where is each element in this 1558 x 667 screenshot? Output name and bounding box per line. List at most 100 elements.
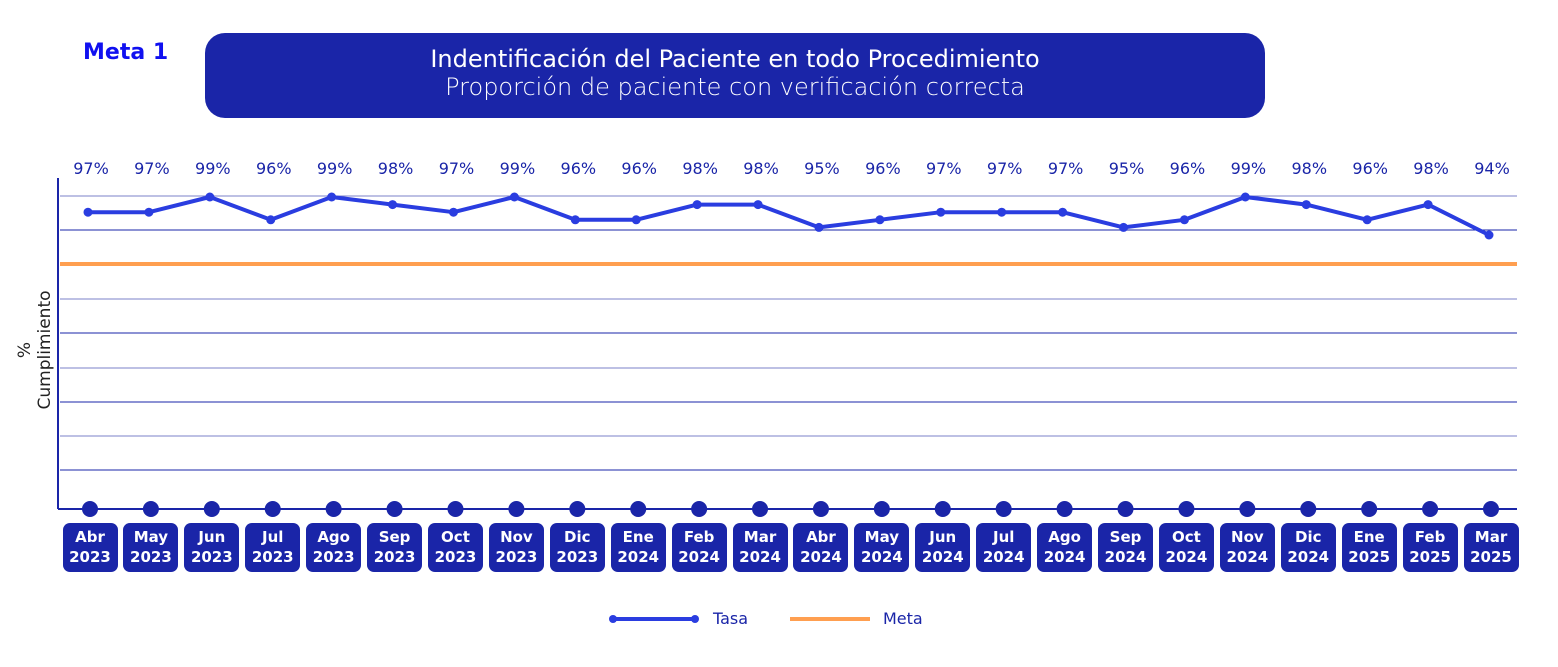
data-label: 97% [987, 159, 1023, 178]
x-tick-label: Sep 2024 [1098, 523, 1154, 572]
x-tick-year: 2024 [678, 548, 720, 566]
tasa-point [509, 192, 519, 202]
x-tick-marker [934, 501, 951, 517]
data-label: 98% [743, 159, 779, 178]
tasa-point [1179, 215, 1189, 225]
x-tick-label: Feb 2024 [671, 523, 727, 572]
x-tick-label: Abr 2023 [62, 523, 118, 572]
x-tick-year: 2025 [1348, 548, 1391, 566]
data-label: 95% [1109, 159, 1145, 178]
x-tick-year: 2024 [982, 548, 1025, 566]
x-tick-year: 2024 [1043, 548, 1086, 566]
data-label: 99% [317, 159, 353, 178]
data-label: 97% [73, 159, 109, 178]
x-tick-month: Jul [992, 528, 1015, 546]
x-tick-year: 2023 [495, 548, 538, 566]
x-tick-month: May [133, 528, 169, 546]
x-tick-marker [264, 501, 281, 517]
x-tick-marker [1300, 501, 1317, 517]
x-tick-label: Ago 2024 [1037, 523, 1093, 572]
legend-tasa[interactable]: Tasa [713, 609, 749, 628]
x-tick-month: Feb [1414, 528, 1446, 546]
data-label: 95% [804, 159, 840, 178]
x-tick-marker [1361, 501, 1378, 517]
x-tick-year: 2024 [1226, 548, 1269, 566]
data-label: 99% [500, 159, 536, 178]
x-tick-year: 2024 [1287, 548, 1330, 566]
tasa-point [448, 207, 458, 217]
tasa-point [1362, 215, 1372, 225]
data-label: 96% [621, 159, 657, 178]
x-tick-month: Mar [1474, 528, 1508, 546]
tasa-point [205, 192, 215, 202]
x-tick-label: Dic 2023 [549, 523, 605, 572]
x-tick-marker [812, 501, 829, 517]
x-tick-label: Mar 2024 [732, 523, 788, 572]
x-tick-month: Abr [75, 528, 105, 546]
data-label: 94% [1474, 159, 1510, 178]
x-tick-marker [995, 501, 1012, 517]
x-tick-label: May 2023 [123, 523, 179, 572]
tasa-point [692, 200, 702, 210]
x-tick-label: Feb 2025 [1402, 523, 1458, 572]
x-tick-label: Dic 2024 [1280, 523, 1336, 572]
x-tick-label: Sep 2023 [367, 523, 423, 572]
x-tick-year: 2023 [251, 548, 294, 566]
x-tick-marker [873, 501, 890, 517]
x-tick-year: 2024 [860, 548, 903, 566]
tasa-point [936, 207, 946, 217]
tasa-point [1240, 192, 1250, 202]
x-tick-label: Jun 2024 [915, 523, 971, 572]
tasa-point [388, 200, 398, 210]
x-tick-month: Ene [622, 528, 654, 546]
x-tick-label: Nov 2024 [1219, 523, 1275, 572]
x-tick-marker [1056, 501, 1073, 517]
x-tick-month: Dic [564, 528, 591, 546]
x-tick-month: Jul [262, 528, 284, 546]
x-tick-year: 2023 [190, 548, 233, 566]
x-tick-year: 2025 [1470, 548, 1512, 566]
data-label: 99% [195, 159, 231, 178]
x-tick-month: Jun [929, 528, 957, 546]
tasa-line [88, 195, 1490, 237]
data-label: 98% [1413, 159, 1449, 178]
data-label: 99% [1231, 159, 1267, 178]
x-tick-marker [1422, 501, 1439, 517]
tasa-point [997, 207, 1007, 217]
x-tick-month: Ago [1048, 528, 1081, 546]
x-tick-label: Oct 2023 [427, 523, 483, 572]
x-tick-month: Nov [500, 528, 533, 546]
x-tick-label: Ago 2023 [306, 523, 362, 572]
title-banner: Indentificación del Paciente en todo Pro… [205, 33, 1265, 118]
tasa-point [266, 215, 276, 225]
data-label: 96% [1352, 159, 1388, 178]
x-tick-marker [691, 501, 708, 517]
x-tick-marker [142, 501, 159, 517]
x-tick-month: Sep [1109, 528, 1142, 546]
x-tick-marker [82, 501, 98, 517]
x-tick-label: May 2024 [854, 523, 910, 572]
x-tick-label: Jul 2024 [976, 523, 1032, 572]
x-tick-month: May [864, 528, 900, 546]
tasa-point [631, 215, 641, 225]
tasa-point [1484, 230, 1494, 240]
x-tick-month: Nov [1231, 528, 1264, 546]
x-tick-year: 2024 [921, 548, 964, 566]
tasa-point [1423, 200, 1433, 210]
x-tick-year: 2023 [556, 548, 599, 566]
tasa-point [814, 222, 824, 232]
data-label: 96% [1170, 159, 1206, 178]
tasa-point [327, 192, 337, 202]
tasa-point [83, 207, 93, 217]
x-tick-month: Dic [1295, 528, 1322, 546]
x-tick-month: Mar [743, 528, 777, 546]
x-tick-month: Abr [806, 528, 836, 546]
legend-meta[interactable]: Meta [883, 609, 923, 628]
x-tick-marker [1117, 501, 1134, 517]
x-tick-marker [569, 501, 586, 517]
x-tick-month: Ago [317, 528, 350, 546]
x-tick-marker [447, 501, 464, 517]
x-tick-month: Jun [198, 528, 226, 546]
x-tick-marker [1178, 501, 1195, 517]
